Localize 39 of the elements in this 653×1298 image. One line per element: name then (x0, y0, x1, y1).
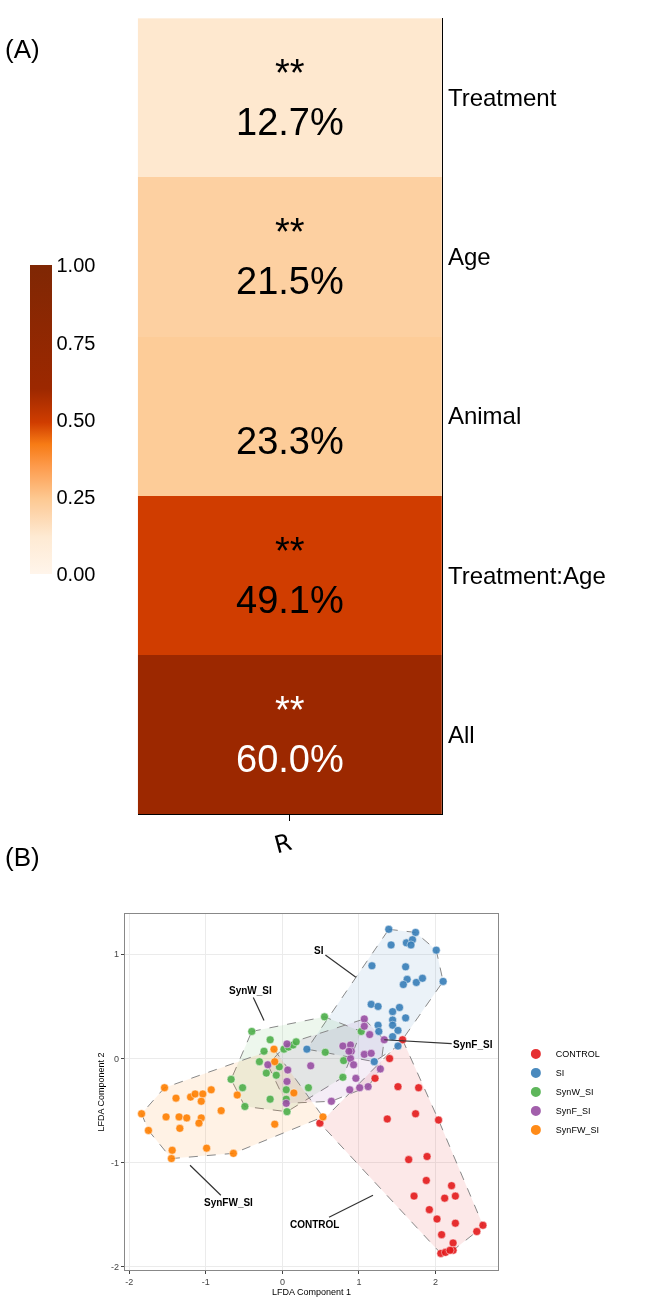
x-tick-label: -1 (201, 1276, 210, 1287)
x-tick-label: -2 (125, 1276, 134, 1287)
legend-label: SynF_SI (555, 1106, 591, 1117)
x-axis-title: LFDA Component 1 (271, 1286, 351, 1297)
y-tick-label: Age (447, 243, 491, 271)
legend-label: SI (555, 1068, 565, 1079)
annotation: SI (314, 945, 324, 956)
y-tick-label: Treatment (447, 84, 557, 112)
color-bar-label: 0.00 (56, 563, 96, 586)
data-label: ** 60.0% (236, 689, 344, 781)
color-bar-label: 0.50 (56, 408, 96, 431)
y-tick-label: All (447, 720, 475, 748)
annotation: CONTROL (290, 1219, 340, 1230)
x-tick-label: 2 (432, 1276, 438, 1287)
annotation: SynW_SI (229, 985, 273, 996)
y-tick-label: Treatment:Age (447, 561, 606, 589)
legend-label: SynW_SI (555, 1087, 594, 1098)
color-bar-label: 1.00 (56, 254, 96, 277)
annotation: SynF_SI (453, 1039, 493, 1050)
y-tick-label: -2 (110, 1262, 119, 1273)
color-bar-label: 0.25 (56, 486, 96, 509)
legend-label: SynFW_SI (555, 1125, 599, 1136)
y-tick-label: Animal (447, 402, 522, 430)
y-axis-title: LFDA Component 2 (96, 1052, 107, 1132)
text: (A) (5, 34, 40, 64)
data-label: 23.3% (236, 420, 344, 463)
x-tick-label: 0 (279, 1276, 285, 1287)
x-tick-label: R (271, 828, 295, 860)
color-bar-label: 0.75 (56, 331, 96, 354)
chart-title: (B) (5, 842, 40, 872)
data-label: ** 21.5% (236, 211, 344, 303)
data-label: ** 12.7% (236, 52, 344, 144)
data-label: ** 49.1% (236, 530, 344, 622)
y-tick-label: 0 (113, 1053, 119, 1064)
y-tick-label: -1 (110, 1157, 119, 1168)
legend-label: CONTROL (555, 1049, 600, 1060)
x-tick-label: 1 (356, 1276, 362, 1287)
y-tick-label: 1 (113, 949, 119, 960)
annotation: SynFW_SI (204, 1197, 254, 1208)
